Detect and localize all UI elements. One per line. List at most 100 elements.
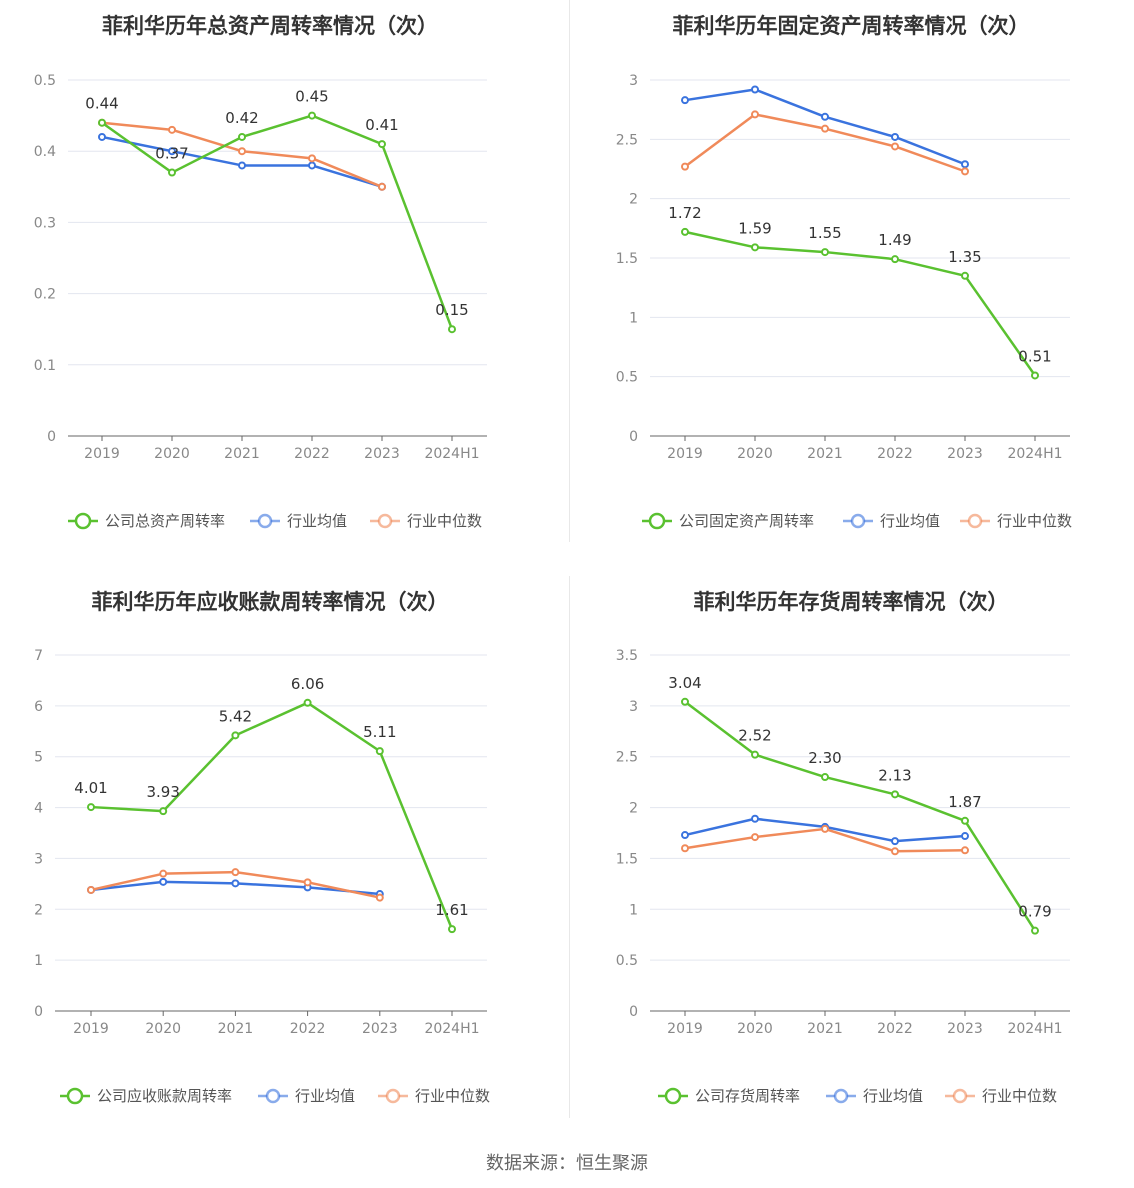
y-tick-label: 3 bbox=[34, 851, 43, 867]
data-point-company[interactable] bbox=[961, 271, 969, 280]
data-point-median[interactable] bbox=[961, 167, 969, 176]
legend-label: 行业均值 bbox=[880, 512, 940, 530]
x-tick-label: 2020 bbox=[737, 1021, 773, 1037]
data-point-company[interactable] bbox=[308, 111, 316, 120]
data-point-company[interactable] bbox=[751, 243, 759, 252]
legend-item-company[interactable]: 公司存货周转率 bbox=[658, 1087, 800, 1105]
data-point-average[interactable] bbox=[961, 832, 969, 841]
data-point-company[interactable] bbox=[231, 731, 240, 740]
data-point-company[interactable] bbox=[961, 816, 969, 825]
y-tick-label: 7 bbox=[34, 648, 43, 664]
x-tick-label: 2022 bbox=[290, 1021, 326, 1037]
data-point-company[interactable] bbox=[891, 255, 899, 264]
data-point-average[interactable] bbox=[681, 831, 689, 840]
data-point-company[interactable] bbox=[681, 227, 689, 236]
data-point-median[interactable] bbox=[891, 142, 899, 151]
data-point-company[interactable] bbox=[238, 132, 246, 141]
x-tick-label: 2021 bbox=[224, 446, 260, 462]
data-point-median[interactable] bbox=[303, 878, 312, 887]
data-point-company[interactable] bbox=[448, 325, 456, 334]
data-point-median[interactable] bbox=[375, 893, 384, 902]
legend-marker-icon bbox=[377, 513, 393, 529]
data-point-median[interactable] bbox=[751, 110, 759, 119]
data-point-median[interactable] bbox=[308, 154, 316, 163]
data-point-average[interactable] bbox=[891, 837, 899, 846]
data-point-median[interactable] bbox=[378, 182, 386, 191]
data-point-average[interactable] bbox=[159, 877, 168, 886]
legend-label: 行业中位数 bbox=[997, 512, 1072, 530]
data-point-median[interactable] bbox=[961, 846, 969, 855]
data-point-company[interactable] bbox=[378, 140, 386, 149]
legend-item-average[interactable]: 行业均值 bbox=[258, 1087, 355, 1105]
data-point-median[interactable] bbox=[751, 833, 759, 842]
data-point-company[interactable] bbox=[168, 168, 176, 177]
data-point-company[interactable] bbox=[1031, 926, 1039, 935]
data-label: 6.06 bbox=[291, 675, 324, 693]
data-point-company[interactable] bbox=[303, 698, 312, 707]
data-point-company[interactable] bbox=[1031, 371, 1039, 380]
y-tick-label: 2.5 bbox=[616, 132, 638, 148]
data-label: 0.51 bbox=[1018, 347, 1051, 365]
chart-title: 菲利华历年固定资产周转率情况（次） bbox=[673, 14, 1030, 38]
y-tick-label: 2 bbox=[34, 902, 43, 918]
y-tick-label: 0 bbox=[47, 429, 56, 445]
data-point-average[interactable] bbox=[231, 879, 240, 888]
data-point-median[interactable] bbox=[681, 162, 689, 171]
data-point-company[interactable] bbox=[821, 773, 829, 782]
legend-marker-icon bbox=[385, 1088, 401, 1104]
data-point-average[interactable] bbox=[891, 132, 899, 141]
data-point-company[interactable] bbox=[98, 118, 106, 127]
legend-item-company[interactable]: 公司总资产周转率 bbox=[68, 512, 225, 530]
data-point-average[interactable] bbox=[751, 814, 759, 823]
data-point-median[interactable] bbox=[87, 885, 95, 894]
legend-item-median[interactable]: 行业中位数 bbox=[378, 1087, 490, 1105]
legend-marker-icon bbox=[833, 1088, 849, 1104]
x-tick-label: 2020 bbox=[737, 446, 773, 462]
data-point-average[interactable] bbox=[308, 161, 316, 170]
legend-item-company[interactable]: 公司应收账款周转率 bbox=[60, 1087, 232, 1105]
data-point-average[interactable] bbox=[751, 85, 759, 94]
data-point-average[interactable] bbox=[168, 147, 176, 156]
legend-item-average[interactable]: 行业均值 bbox=[250, 512, 347, 530]
legend-item-company[interactable]: 公司固定资产周转率 bbox=[642, 512, 814, 530]
data-point-median[interactable] bbox=[238, 147, 246, 156]
legend-item-median[interactable]: 行业中位数 bbox=[945, 1087, 1057, 1105]
data-point-company[interactable] bbox=[891, 790, 899, 799]
data-point-company[interactable] bbox=[681, 697, 689, 706]
legend-item-median[interactable]: 行业中位数 bbox=[960, 512, 1072, 530]
data-point-company[interactable] bbox=[87, 803, 95, 812]
data-point-median[interactable] bbox=[681, 844, 689, 853]
data-point-company[interactable] bbox=[821, 248, 829, 257]
data-point-average[interactable] bbox=[98, 132, 106, 141]
data-point-median[interactable] bbox=[821, 124, 829, 133]
legend-item-average[interactable]: 行业均值 bbox=[826, 1087, 923, 1105]
data-point-company[interactable] bbox=[448, 925, 456, 934]
data-point-company[interactable] bbox=[375, 747, 384, 756]
y-tick-label: 4 bbox=[34, 801, 43, 817]
y-tick-label: 6 bbox=[34, 699, 43, 715]
data-label: 2.52 bbox=[738, 727, 771, 745]
data-point-average[interactable] bbox=[681, 96, 689, 105]
legend-item-average[interactable]: 行业均值 bbox=[843, 512, 940, 530]
data-point-average[interactable] bbox=[238, 161, 246, 170]
legend-label: 行业均值 bbox=[287, 512, 347, 530]
y-tick-label: 0.1 bbox=[34, 358, 56, 374]
data-label: 4.01 bbox=[74, 779, 107, 797]
y-tick-label: 1 bbox=[629, 902, 638, 918]
y-tick-label: 3 bbox=[629, 73, 638, 89]
chart-panel-total-asset-turnover: 菲利华历年总资产周转率情况（次） 0 0.1 0.2 0.3 0.4 0.5 2019 2020… bbox=[0, 0, 567, 576]
panel-separator-top bbox=[569, 0, 570, 542]
y-tick-label: 0.2 bbox=[34, 287, 56, 303]
x-tick-label: 2022 bbox=[294, 446, 330, 462]
data-point-median[interactable] bbox=[159, 869, 168, 878]
data-point-median[interactable] bbox=[821, 824, 829, 833]
data-point-average[interactable] bbox=[961, 160, 969, 169]
data-point-average[interactable] bbox=[821, 112, 829, 121]
data-point-company[interactable] bbox=[751, 750, 759, 759]
data-point-company[interactable] bbox=[159, 807, 168, 816]
data-point-median[interactable] bbox=[891, 847, 899, 856]
data-point-median[interactable] bbox=[231, 868, 240, 877]
legend-item-median[interactable]: 行业中位数 bbox=[370, 512, 482, 530]
x-tick-label: 2024H1 bbox=[424, 1021, 479, 1037]
data-point-median[interactable] bbox=[168, 125, 176, 134]
